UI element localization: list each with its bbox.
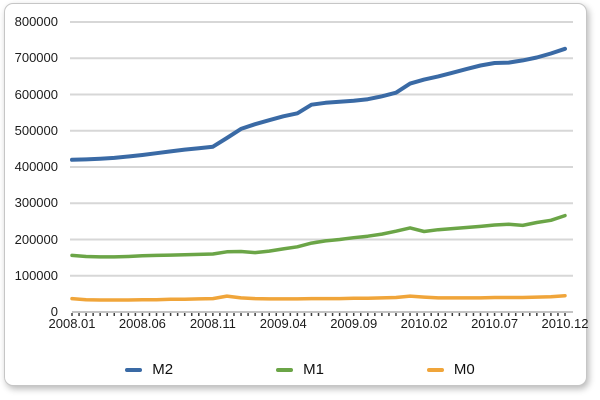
y-axis-tick-label: 0	[50, 304, 58, 319]
legend-label-m1: M1	[303, 361, 324, 378]
m0-line-swatch-icon	[426, 368, 444, 372]
chart-card	[4, 3, 587, 386]
legend-label-m2: M2	[152, 361, 174, 378]
legend-item-m1: M1	[276, 362, 324, 378]
legend-item-m2: M2	[125, 362, 173, 378]
x-axis-tick-label: 2008.11	[189, 316, 236, 331]
y-axis-tick-label: 500000	[14, 122, 58, 138]
y-axis-tick-label: 600000	[14, 86, 58, 102]
y-axis-tick-label: 200000	[14, 231, 58, 247]
legend-item-m0: M0	[426, 361, 475, 378]
m2-line-swatch-icon	[125, 368, 143, 372]
y-axis-tick-label: 300000	[14, 195, 58, 211]
y-axis-tick-label: 700000	[14, 50, 58, 66]
x-axis-tick-label: 2009.04	[259, 316, 307, 331]
m1-line-swatch-icon	[276, 368, 294, 372]
legend-label-m0: M0	[453, 361, 475, 378]
y-axis-tick-label: 800000	[14, 14, 58, 29]
x-axis-tick-label: 2008.06	[118, 316, 166, 331]
x-axis-tick-label: 2008.01	[48, 316, 96, 331]
y-axis-tick-label: 100000	[14, 267, 58, 283]
x-axis-tick-label: 2009.09	[330, 316, 378, 331]
x-axis-tick-label: 2010.07	[471, 316, 519, 331]
x-axis-tick-label: 2010.02	[400, 316, 448, 331]
x-axis-tick-label: 2010.12	[541, 316, 589, 331]
chart-legend: M2 M1 M0	[0, 358, 600, 382]
y-axis-tick-label: 400000	[14, 159, 58, 174]
